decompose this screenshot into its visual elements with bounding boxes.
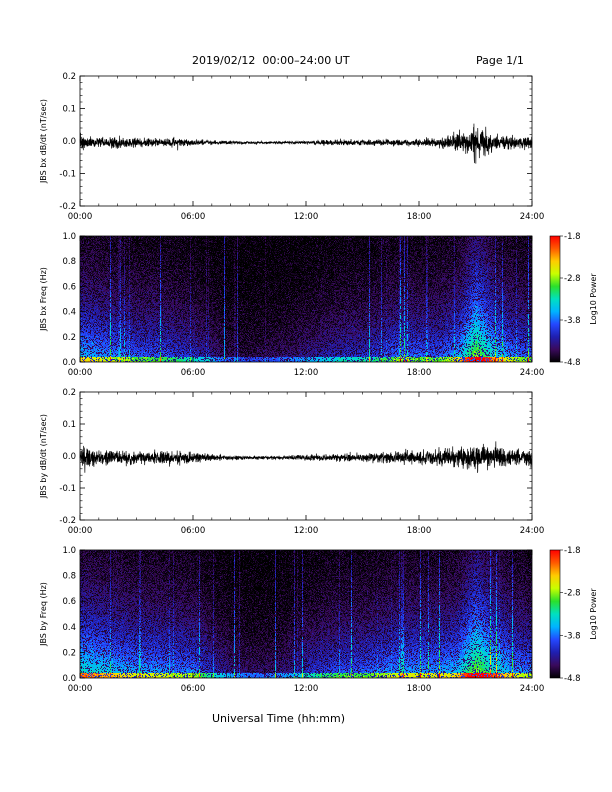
y-tick-label: 0.2 <box>62 648 76 658</box>
y-axis-label: JBS by Freq (Hz) <box>39 582 48 647</box>
y-tick-label: 0.0 <box>62 674 76 684</box>
y-tick-label: 0.0 <box>62 358 76 368</box>
y-tick-label: 0.1 <box>62 105 76 115</box>
y-tick-label: 0.8 <box>62 572 76 582</box>
x-tick-label: 06:00 <box>181 368 206 378</box>
x-tick-label: 18:00 <box>407 368 432 378</box>
y-tick-label: -0.2 <box>59 202 76 212</box>
colorbar-label: Log10 Power <box>589 588 598 640</box>
x-tick-label: 00:00 <box>68 526 93 536</box>
y-tick-label: 0.2 <box>62 388 76 398</box>
x-tick-label: 12:00 <box>294 212 319 222</box>
x-tick-label: 24:00 <box>520 526 545 536</box>
colorbar <box>549 235 561 363</box>
y-tick-label: 0.6 <box>62 282 76 292</box>
y-tick-label: 0.2 <box>62 333 76 343</box>
y-axis-label: JBS bx dB/dt (nT/sec) <box>39 99 48 184</box>
y-tick-label: 0.2 <box>62 72 76 82</box>
series-trace-3 <box>79 441 533 473</box>
y-tick-label: 0.6 <box>62 597 76 607</box>
y-tick-label: 0.0 <box>62 452 76 462</box>
colorbar-tick-label: -2.8 <box>564 274 581 284</box>
y-tick-label: 1.0 <box>62 546 76 556</box>
colorbar-label: Log10 Power <box>589 273 598 325</box>
x-axis-title: Universal Time (hh:mm) <box>212 712 345 725</box>
x-tick-label: 24:00 <box>520 368 545 378</box>
y-tick-label: 0.1 <box>62 420 76 430</box>
x-tick-label: 06:00 <box>181 526 206 536</box>
spectrogram-image-4 <box>80 550 532 678</box>
x-tick-label: 18:00 <box>407 526 432 536</box>
x-tick-label: 06:00 <box>181 212 206 222</box>
colorbar-tick-label: -4.8 <box>564 358 581 368</box>
y-tick-label: 0.8 <box>62 257 76 267</box>
x-tick-label: 12:00 <box>294 526 319 536</box>
x-tick-label: 12:00 <box>294 368 319 378</box>
plot-date-title: 2019/02/12 00:00–24:00 UT <box>192 54 350 67</box>
colorbar-tick-label: -3.8 <box>564 316 581 326</box>
spectrogram-image-2 <box>80 236 532 362</box>
colorbar-tick-label: -1.8 <box>564 232 581 242</box>
series-trace-1 <box>79 123 533 164</box>
page-indicator: Page 1/1 <box>476 54 524 67</box>
y-tick-label: -0.2 <box>59 516 76 526</box>
x-tick-label: 00:00 <box>68 368 93 378</box>
x-tick-label: 12:00 <box>294 684 319 694</box>
colorbar-tick-label: -3.8 <box>564 631 581 641</box>
x-tick-label: 06:00 <box>181 684 206 694</box>
x-tick-label: 18:00 <box>407 212 432 222</box>
plot-frame-4 <box>79 549 533 679</box>
y-tick-label: -0.1 <box>59 484 76 494</box>
colorbar-tick-label: -1.8 <box>564 546 581 556</box>
y-tick-label: -0.1 <box>59 170 76 180</box>
x-tick-label: 00:00 <box>68 684 93 694</box>
y-tick-label: 0.4 <box>62 623 76 633</box>
colorbar <box>549 549 561 679</box>
colorbar-tick-label: -2.8 <box>564 589 581 599</box>
x-tick-label: 24:00 <box>520 684 545 694</box>
y-tick-label: 1.0 <box>62 232 76 242</box>
y-axis-label: JBS bx Freq (Hz) <box>39 267 48 332</box>
y-tick-label: 0.0 <box>62 137 76 147</box>
x-tick-label: 18:00 <box>407 684 432 694</box>
x-tick-label: 24:00 <box>520 212 545 222</box>
colorbar-tick-label: -4.8 <box>564 674 581 684</box>
x-tick-label: 00:00 <box>68 212 93 222</box>
y-tick-label: 0.4 <box>62 308 76 318</box>
y-axis-label: JBS by dB/dt (nT/sec) <box>39 414 48 499</box>
